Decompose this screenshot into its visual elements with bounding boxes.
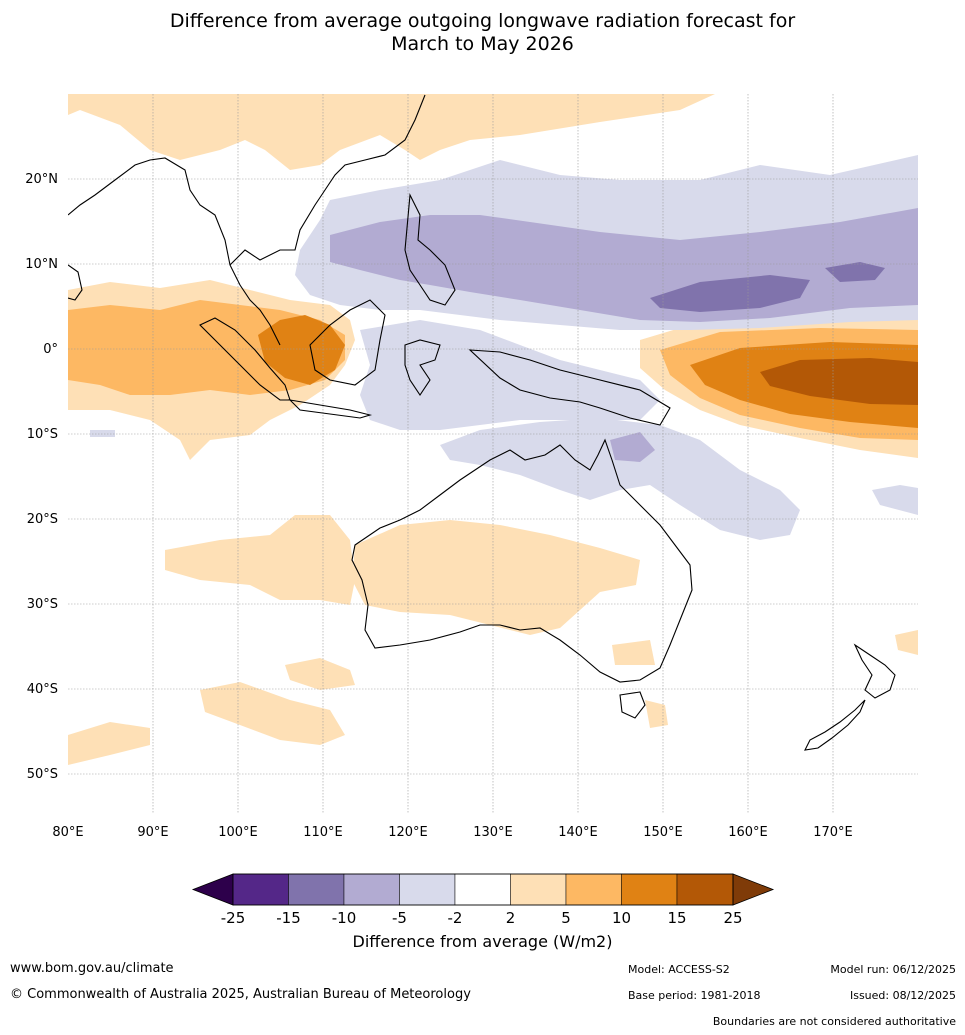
- x-tick-label: 170°E: [813, 825, 853, 840]
- title-line-1: Difference from average outgoing longwav…: [169, 10, 796, 32]
- anomaly-region-sri-lanka-east: [90, 430, 115, 437]
- colorbar-label: -2: [448, 909, 463, 927]
- colorbar-segment: [510, 873, 567, 906]
- y-tick-label: 10°N: [25, 257, 58, 272]
- colorbar-segment: [288, 873, 345, 906]
- coastline-australia: [351, 438, 693, 683]
- anomaly-region-fiji: [872, 485, 918, 515]
- y-tick-label: 20°S: [27, 512, 58, 527]
- y-tick-label: 0°: [43, 342, 58, 357]
- colorbar: -25 -15 -10 -5 -2 2 5 10 15 25: [191, 873, 775, 927]
- anomaly-region-south-indian-ocean-3: [68, 722, 150, 765]
- x-tick-label: 80°E: [52, 825, 83, 840]
- x-axis: 80°E 90°E 100°E 110°E 120°E 130°E 140°E …: [52, 825, 852, 840]
- colorbar-label: 25: [723, 909, 742, 927]
- colorbar-outline: [232, 873, 734, 906]
- anomaly-region-northern-australia: [440, 418, 800, 540]
- colorbar-low-extension: [191, 873, 234, 906]
- x-tick-label: 110°E: [303, 825, 343, 840]
- disclaimer-text: Boundaries are not considered authoritat…: [712, 1015, 956, 1028]
- anomaly-region-north-china: [68, 94, 715, 170]
- x-tick-label: 100°E: [218, 825, 258, 840]
- anomaly-region-west-pacific-strong-2: [825, 262, 885, 282]
- colorbar-segment: [343, 873, 400, 906]
- website-link[interactable]: www.bom.gov.au/climate: [10, 961, 174, 976]
- model-text: Model: ACCESS-S2: [628, 963, 730, 976]
- anomaly-region-south-indian-ocean-1: [285, 658, 355, 690]
- x-tick-label: 120°E: [388, 825, 428, 840]
- anomaly-region-indian-ocean-south: [165, 515, 355, 605]
- coastline-borneo: [309, 299, 386, 386]
- map-title: Difference from average outgoing longwav…: [0, 10, 965, 56]
- y-axis: 20°N 10°N 0° 10°S 20°S 30°S 40°S 50°S: [25, 172, 58, 782]
- coastlines: [68, 94, 896, 751]
- anomaly-region-west-pacific-strong: [650, 275, 810, 312]
- anomaly-region-tasman: [612, 640, 655, 665]
- coastline-new-zealand-north: [853, 643, 896, 699]
- y-tick-label: 20°N: [25, 172, 58, 187]
- anomaly-region-australia: [352, 520, 640, 635]
- colorbar-label: 5: [561, 909, 571, 927]
- anomaly-region-pacific-very-strong: [760, 358, 918, 405]
- y-tick-label: 40°S: [27, 682, 58, 697]
- coastline-asia-mainland: [68, 94, 426, 346]
- coastline-new-zealand-south: [804, 699, 866, 751]
- anomaly-shading: [68, 94, 918, 765]
- x-tick-label: 150°E: [643, 825, 683, 840]
- colorbar-segment: [676, 873, 734, 906]
- colorbar-segment: [565, 873, 622, 906]
- title-line-2: March to May 2026: [391, 33, 574, 55]
- colorbar-label: 15: [667, 909, 686, 927]
- colorbar-label: 10: [612, 909, 631, 927]
- y-tick-label: 50°S: [27, 767, 58, 782]
- model-run-text: Model run: 06/12/2025: [830, 963, 956, 976]
- colorbar-segment: [454, 873, 511, 906]
- x-tick-label: 140°E: [558, 825, 598, 840]
- x-tick-label: 160°E: [728, 825, 768, 840]
- issued-text: Issued: 08/12/2025: [849, 989, 956, 1002]
- colorbar-label: -15: [276, 909, 301, 927]
- colorbar-segment: [232, 873, 289, 906]
- colorbar-segment: [621, 873, 678, 906]
- colorbar-label: 2: [506, 909, 516, 927]
- colorbar-label: -10: [332, 909, 357, 927]
- gridlines: [68, 94, 918, 814]
- colorbar-label: -5: [392, 909, 407, 927]
- copyright-text: © Commonwealth of Australia 2025, Austra…: [10, 987, 471, 1002]
- coastline-sulawesi: [404, 339, 441, 396]
- anomaly-region-indonesia: [360, 320, 660, 430]
- colorbar-title: Difference from average (W/m2): [352, 932, 613, 951]
- coastline-new-guinea: [468, 349, 671, 426]
- coastline-sumatra: [199, 317, 291, 401]
- anomaly-region-tasmania: [645, 700, 668, 728]
- x-tick-label: 90°E: [137, 825, 168, 840]
- x-tick-label: 130°E: [473, 825, 513, 840]
- colorbar-high-extension: [732, 873, 775, 906]
- anomaly-region-east-nz: [895, 630, 918, 655]
- base-period-text: Base period: 1981-2018: [628, 989, 761, 1002]
- y-tick-label: 30°S: [27, 597, 58, 612]
- colorbar-segment: [399, 873, 456, 906]
- anomaly-region-south-indian-ocean-2: [200, 682, 345, 745]
- anomaly-region-coral-sea: [610, 432, 655, 462]
- coastline-java: [288, 399, 373, 419]
- colorbar-label: -25: [221, 909, 246, 927]
- coastline-india: [68, 264, 83, 301]
- y-tick-label: 10°S: [27, 427, 58, 442]
- coastline-philippines: [404, 193, 456, 306]
- coastline-tasmania: [619, 691, 646, 719]
